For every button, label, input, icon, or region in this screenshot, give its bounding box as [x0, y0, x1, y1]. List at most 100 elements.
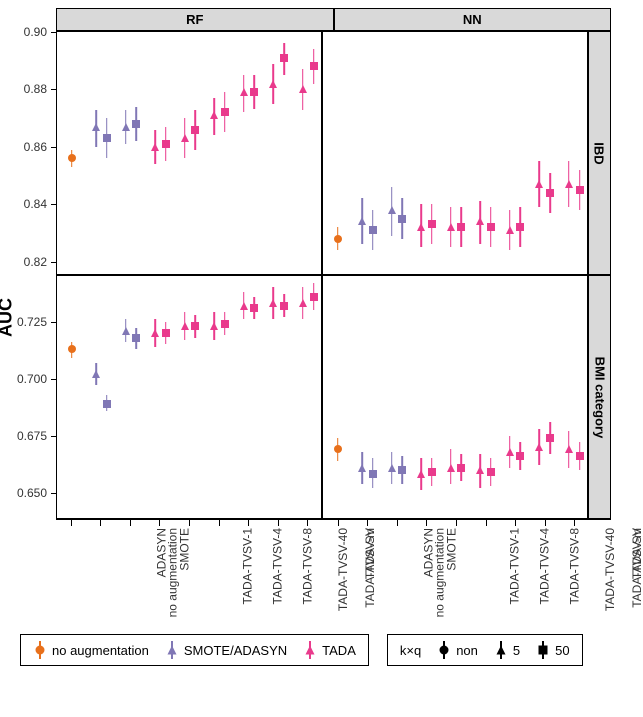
- x-tick: [278, 520, 279, 526]
- row-strip-bmi: BMI category: [588, 275, 610, 519]
- data-point: [398, 210, 406, 228]
- data-point: [151, 324, 159, 342]
- shape-legend: k×q non 5 50: [387, 634, 583, 666]
- legend-item: non: [437, 641, 478, 659]
- data-point: [447, 218, 455, 236]
- x-tick: [426, 520, 427, 526]
- legend-item: no augmentation: [33, 641, 149, 659]
- data-point: [546, 429, 554, 447]
- data-point: [92, 365, 100, 383]
- data-point: [417, 218, 425, 236]
- data-point: [181, 317, 189, 335]
- data-point: [358, 212, 366, 230]
- data-point: [269, 75, 277, 93]
- legends: no augmentationSMOTE/ADASYNTADA k×qnon55…: [20, 634, 635, 666]
- x-tick: [338, 520, 339, 526]
- data-point: [487, 218, 495, 236]
- legend-item: 50: [536, 641, 569, 659]
- data-point: [221, 315, 229, 333]
- facet-grid: RF NN 0.820.840.860.880.90 IBD 0.6500.67…: [56, 8, 611, 520]
- data-point: [132, 329, 140, 347]
- x-tick: [100, 520, 101, 526]
- col-strips: RF NN: [57, 9, 610, 31]
- shape-legend-title: k×q: [400, 643, 421, 658]
- data-point: [269, 294, 277, 312]
- x-tick-label: TADA-TVSV-1: [508, 528, 522, 604]
- data-point: [310, 57, 318, 75]
- data-point: [516, 218, 524, 236]
- panel-row-bmi: 0.6500.6750.7000.725 BMI category: [57, 275, 610, 519]
- data-point: [103, 129, 111, 147]
- data-point: [576, 447, 584, 465]
- data-point: [280, 297, 288, 315]
- y-tick-label: 0.88: [24, 82, 47, 96]
- data-point: [299, 80, 307, 98]
- data-point: [546, 184, 554, 202]
- legend-symbol: [33, 641, 47, 659]
- x-tick: [189, 520, 190, 526]
- legend-symbol: [165, 641, 179, 659]
- x-tick-label: TADA-TVSV-8: [300, 528, 314, 604]
- y-tick-label: 0.90: [24, 25, 47, 39]
- data-point: [447, 459, 455, 477]
- panel-rf-bmi: 0.6500.6750.7000.725: [57, 275, 322, 519]
- x-tick-label: TADA-SV: [363, 528, 377, 579]
- panel-row-ibd: 0.820.840.860.880.90 IBD: [57, 31, 610, 275]
- x-tick-label: SMOTE: [178, 528, 192, 571]
- panel-nn-ibd: [322, 31, 588, 275]
- data-point: [250, 83, 258, 101]
- data-point: [535, 438, 543, 456]
- data-point: [240, 297, 248, 315]
- data-point: [565, 440, 573, 458]
- facet-chart: AUC RF NN 0.820.840.860.880.90 IBD 0.650…: [8, 8, 635, 666]
- x-tick: [456, 520, 457, 526]
- data-point: [457, 218, 465, 236]
- data-point: [535, 175, 543, 193]
- data-point: [334, 230, 342, 248]
- data-point: [310, 288, 318, 306]
- data-point: [210, 106, 218, 124]
- x-tick: [130, 520, 131, 526]
- data-point: [191, 317, 199, 335]
- legend-label: non: [456, 643, 478, 658]
- data-point: [506, 221, 514, 239]
- y-tick-label: 0.86: [24, 140, 47, 154]
- data-point: [506, 443, 514, 461]
- x-tick-label: TADA-TVSV-8: [567, 528, 581, 604]
- legend-label: 50: [555, 643, 569, 658]
- data-point: [103, 395, 111, 413]
- data-point: [388, 201, 396, 219]
- legend-item: SMOTE/ADASYN: [165, 641, 287, 659]
- col-strip-rf: RF: [57, 9, 334, 31]
- data-point: [151, 138, 159, 156]
- data-point: [162, 324, 170, 342]
- y-tick-label: 0.650: [17, 486, 47, 500]
- data-point: [221, 103, 229, 121]
- x-tick-label: TADA-TVSV-4: [537, 528, 551, 604]
- x-tick: [159, 520, 160, 526]
- legend-item: 5: [494, 641, 520, 659]
- data-point: [162, 135, 170, 153]
- data-point: [181, 129, 189, 147]
- data-point: [250, 299, 258, 317]
- x-tick: [515, 520, 516, 526]
- panel-rf-ibd: 0.820.840.860.880.90: [57, 31, 322, 275]
- x-tick: [219, 520, 220, 526]
- panel-nn-bmi: [322, 275, 588, 519]
- y-tick-label: 0.675: [17, 429, 47, 443]
- data-point: [210, 317, 218, 335]
- data-point: [358, 459, 366, 477]
- y-axis-title: AUC: [0, 298, 17, 337]
- x-tick-label: SMOTE: [445, 528, 459, 571]
- data-point: [334, 440, 342, 458]
- legend-shape-icon: [437, 641, 451, 659]
- data-point: [417, 465, 425, 483]
- data-point: [457, 459, 465, 477]
- data-point: [398, 461, 406, 479]
- x-tick-label: TADA-TVSV-40: [603, 528, 617, 611]
- legend-label: 5: [513, 643, 520, 658]
- data-point: [428, 463, 436, 481]
- data-point: [240, 83, 248, 101]
- data-point: [369, 465, 377, 483]
- data-point: [280, 49, 288, 67]
